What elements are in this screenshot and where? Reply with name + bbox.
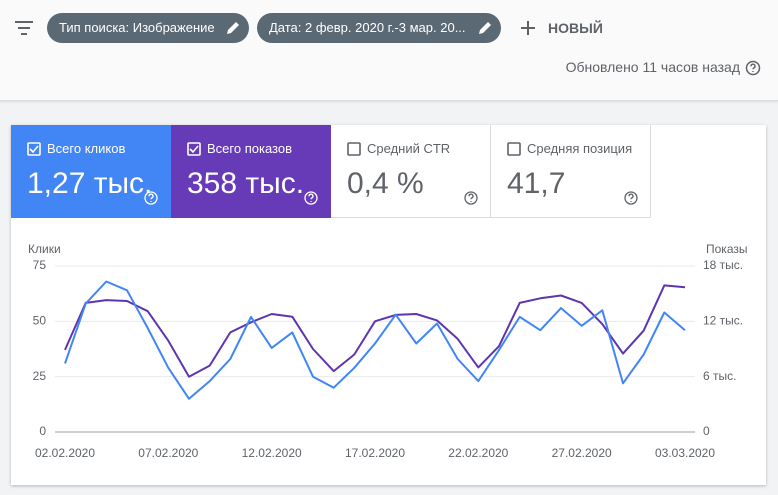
y-tick-label: 50: [33, 314, 47, 328]
y-tick-label: 25: [33, 369, 47, 383]
help-icon[interactable]: [623, 190, 639, 206]
chip-text: Дата: 2 февр. 2020 г.-3 мар. 20...: [269, 20, 466, 35]
series-line: [64, 280, 686, 400]
y2-tick-label: 6 тыс.: [703, 369, 736, 383]
series-line: [64, 284, 686, 378]
metric-value: 0,4 %: [347, 167, 424, 200]
metric-value: 358 тыс.: [187, 167, 305, 200]
checkbox[interactable]: [347, 142, 361, 156]
x-tick-label: 27.02.2020: [552, 446, 612, 460]
filter-chip[interactable]: Тип поиска: Изображение: [47, 13, 249, 43]
checkbox[interactable]: [187, 142, 201, 156]
y2-tick-label: 12 тыс.: [703, 314, 743, 328]
y-tick-label: 0: [39, 424, 46, 438]
metric-tile[interactable]: Средний CTR 0,4 %: [331, 125, 491, 218]
plus-icon: [521, 21, 535, 35]
new-button[interactable]: НОВЫЙ: [520, 18, 603, 38]
filter-icon[interactable]: [14, 19, 34, 37]
help-icon[interactable]: [745, 60, 761, 76]
metric-value: 41,7: [507, 167, 566, 200]
checkbox[interactable]: [507, 142, 521, 156]
metric-label: Средняя позиция: [527, 141, 633, 156]
filter-chip[interactable]: Дата: 2 февр. 2020 г.-3 мар. 20...: [257, 13, 501, 43]
metric-value: 1,27 тыс.: [27, 167, 153, 200]
toolbar: Тип поиска: Изображение Дата: 2 февр. 20…: [0, 0, 778, 101]
help-icon[interactable]: [303, 190, 319, 206]
metric-label: Всего кликов: [47, 141, 126, 156]
y2-axis-label: Показы: [706, 242, 747, 256]
x-tick-label: 17.02.2020: [345, 446, 405, 460]
chip-text: Тип поиска: Изображение: [59, 20, 215, 35]
x-tick-label: 03.03.2020: [655, 446, 715, 460]
x-tick-label: 22.02.2020: [448, 446, 508, 460]
help-icon[interactable]: [463, 190, 479, 206]
metric-tile[interactable]: Средняя позиция 41,7: [491, 125, 651, 218]
new-button-label: НОВЫЙ: [548, 20, 603, 36]
x-tick-label: 02.02.2020: [35, 446, 95, 460]
x-tick-label: 07.02.2020: [138, 446, 198, 460]
y2-tick-label: 0: [703, 424, 710, 438]
metric-label: Средний CTR: [367, 141, 451, 156]
help-icon[interactable]: [143, 190, 159, 206]
y2-tick-label: 18 тыс.: [703, 258, 743, 272]
checkbox[interactable]: [27, 142, 41, 156]
edit-icon: [479, 22, 491, 34]
updated-text: Обновлено 11 часов назад: [565, 59, 740, 75]
metric-tile[interactable]: Всего кликов 1,27 тыс.: [11, 125, 171, 218]
metric-tile[interactable]: Всего показов 358 тыс.: [171, 125, 331, 218]
metric-label: Всего показов: [207, 141, 292, 156]
y-axis-label: Клики: [28, 242, 61, 256]
y-tick-label: 75: [33, 258, 47, 272]
edit-icon: [227, 22, 239, 34]
x-tick-label: 12.02.2020: [242, 446, 302, 460]
